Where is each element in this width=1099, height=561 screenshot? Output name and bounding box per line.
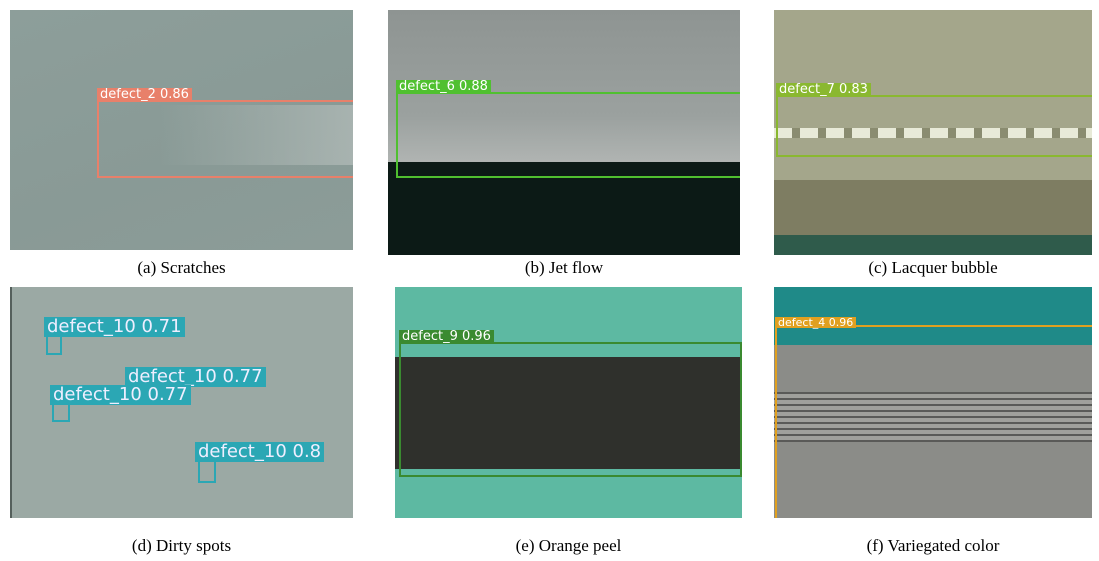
bounding-box [776, 95, 1092, 157]
detection-label: defect_9 0.96 [399, 330, 494, 344]
image-panel: defect_7 0.83 [774, 10, 1092, 255]
detection-label: defect_10 0.71 [44, 317, 185, 337]
bounding-box [399, 342, 742, 477]
caption: (d) Dirty spots [10, 536, 353, 556]
caption: (b) Jet flow [388, 258, 740, 278]
bounding-box [198, 459, 216, 483]
detection-label: defect_10 0.8 [195, 442, 324, 462]
surface [774, 235, 1092, 255]
detection-label: defect_6 0.88 [396, 80, 491, 94]
detection-label: defect_2 0.86 [97, 88, 192, 102]
detection-label: defect_4 0.96 [775, 317, 856, 328]
detection-label: defect_7 0.83 [776, 83, 871, 97]
caption: (c) Lacquer bubble [774, 258, 1092, 278]
caption: (e) Orange peel [395, 536, 742, 556]
image-panel: defect_6 0.88 [388, 10, 740, 255]
image-panel: defect_10 0.71 defect_10 0.77 defect_10 … [10, 287, 353, 518]
surface [774, 180, 1092, 235]
caption: (a) Scratches [10, 258, 353, 278]
bounding-box [775, 325, 1092, 518]
caption: (f) Variegated color [774, 536, 1092, 556]
figure: defect_2 0.86 (a) Scratches defect_6 0.8… [0, 0, 1099, 561]
detection-label: defect_10 0.77 [50, 385, 191, 405]
image-panel: defect_4 0.96 [774, 287, 1092, 518]
bounding-box [46, 335, 62, 355]
bounding-box [396, 92, 740, 178]
bounding-box [97, 100, 353, 178]
image-panel: defect_2 0.86 [10, 10, 353, 250]
image-panel: defect_9 0.96 [395, 287, 742, 518]
